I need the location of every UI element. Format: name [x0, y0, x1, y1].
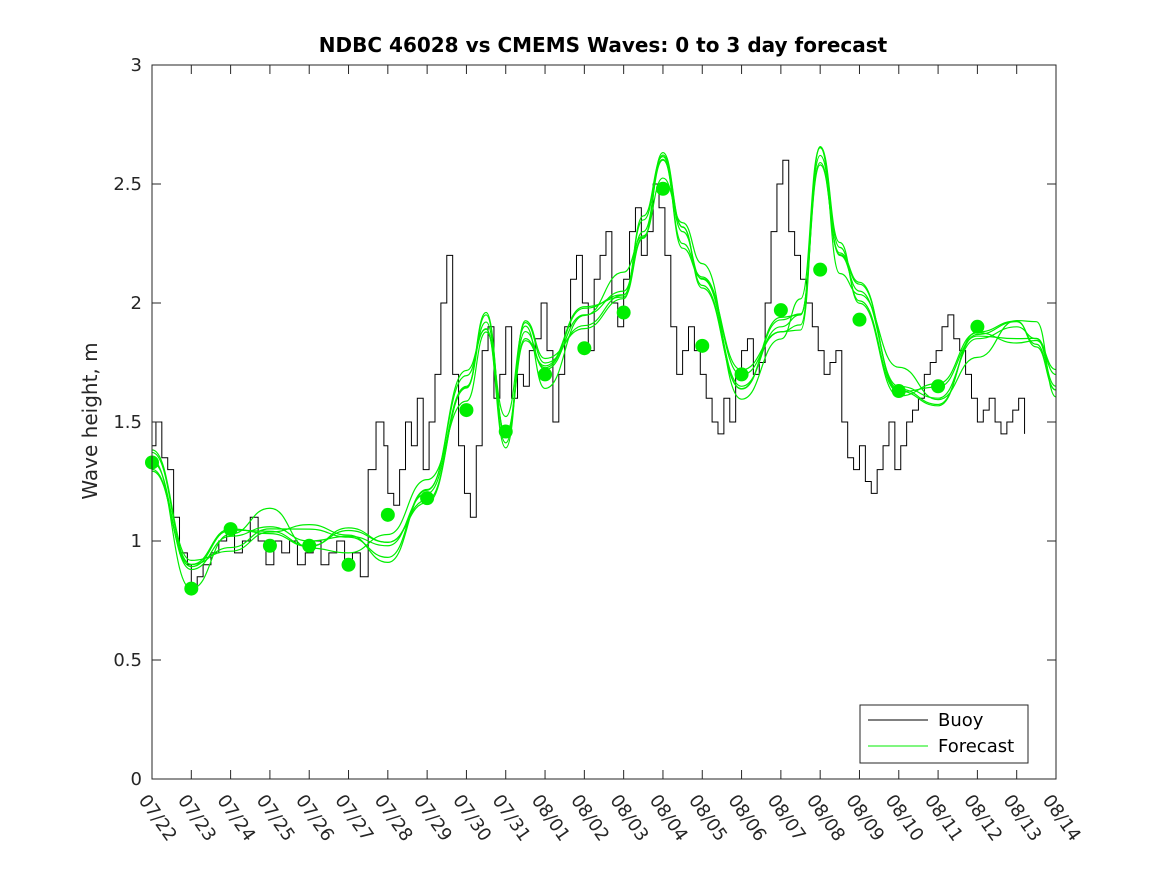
chart-title: NDBC 46028 vs CMEMS Waves: 0 to 3 day fo… [319, 33, 888, 57]
forecast-marker [813, 262, 828, 277]
x-tick-label: 08/02 [566, 791, 613, 846]
forecast-marker [734, 367, 749, 382]
x-tick-label: 08/13 [999, 791, 1046, 846]
legend: Buoy Forecast [859, 704, 1029, 764]
x-tick-label: 07/28 [370, 791, 417, 846]
x-tick-label: 08/03 [606, 791, 653, 846]
x-tick-label: 07/31 [488, 791, 535, 846]
forecast-marker [538, 367, 553, 382]
forecast-marker [498, 424, 513, 439]
x-tick-label: 08/09 [841, 791, 888, 846]
forecast-marker [891, 384, 906, 399]
y-tick-label: 0 [131, 769, 142, 790]
forecast-marker [852, 312, 867, 327]
forecast-marker [420, 491, 435, 506]
forecast-marker [184, 581, 199, 596]
forecast-marker [577, 341, 592, 356]
x-tick-label: 08/08 [802, 791, 849, 846]
legend-buoy-label: Buoy [938, 710, 984, 731]
x-tick-label: 08/06 [723, 791, 770, 846]
forecast-marker [655, 181, 670, 196]
y-tick-label: 2.5 [113, 174, 142, 195]
y-tick-label: 2 [131, 293, 142, 314]
forecast-marker [302, 538, 317, 553]
y-tick-label: 1.5 [113, 412, 142, 433]
x-tick-label: 08/10 [881, 791, 928, 846]
forecast-line [151, 146, 1057, 590]
forecast-line [151, 154, 1057, 568]
forecast-marker [380, 507, 395, 522]
x-tick-label: 07/26 [291, 791, 338, 846]
forecast-markers [145, 181, 985, 596]
forecast-marker [616, 305, 631, 320]
forecast-line [151, 145, 1057, 563]
x-tick-label: 08/12 [959, 791, 1006, 846]
buoy-line [152, 159, 1026, 590]
forecast-marker [773, 303, 788, 318]
x-tick-label: 07/29 [409, 791, 456, 846]
legend-box [859, 704, 1029, 764]
x-tick-label: 07/30 [448, 791, 495, 846]
plot-area [152, 65, 1056, 779]
x-tick-label: 08/01 [527, 791, 574, 846]
x-tick-label: 08/07 [763, 791, 810, 846]
x-tick-label: 07/22 [134, 791, 181, 846]
y-axis: 0 0.5 1 1.5 2 2.5 3 [113, 55, 1056, 790]
x-tick-label: 08/14 [1038, 791, 1085, 846]
x-tick-label: 07/24 [213, 791, 260, 846]
forecast-series [151, 145, 1057, 590]
buoy-series [152, 159, 1026, 590]
forecast-marker [695, 338, 710, 353]
forecast-marker [262, 538, 277, 553]
forecast-marker [931, 379, 946, 394]
x-tick-label: 07/23 [173, 791, 220, 846]
x-tick-label: 08/04 [645, 791, 692, 846]
forecast-marker [970, 319, 985, 334]
y-tick-label: 0.5 [113, 650, 142, 671]
y-axis-label: Wave height, m [78, 342, 102, 499]
forecast-marker [459, 403, 474, 418]
y-tick-label: 3 [131, 55, 142, 76]
x-tick-label: 08/05 [684, 791, 731, 846]
x-tick-label: 07/27 [330, 791, 377, 846]
x-tick-label: 08/11 [920, 791, 967, 846]
forecast-marker [223, 522, 238, 537]
forecast-marker [341, 557, 356, 572]
y-tick-label: 1 [131, 531, 142, 552]
x-tick-label: 07/25 [252, 791, 299, 846]
legend-forecast-label: Forecast [938, 736, 1014, 757]
